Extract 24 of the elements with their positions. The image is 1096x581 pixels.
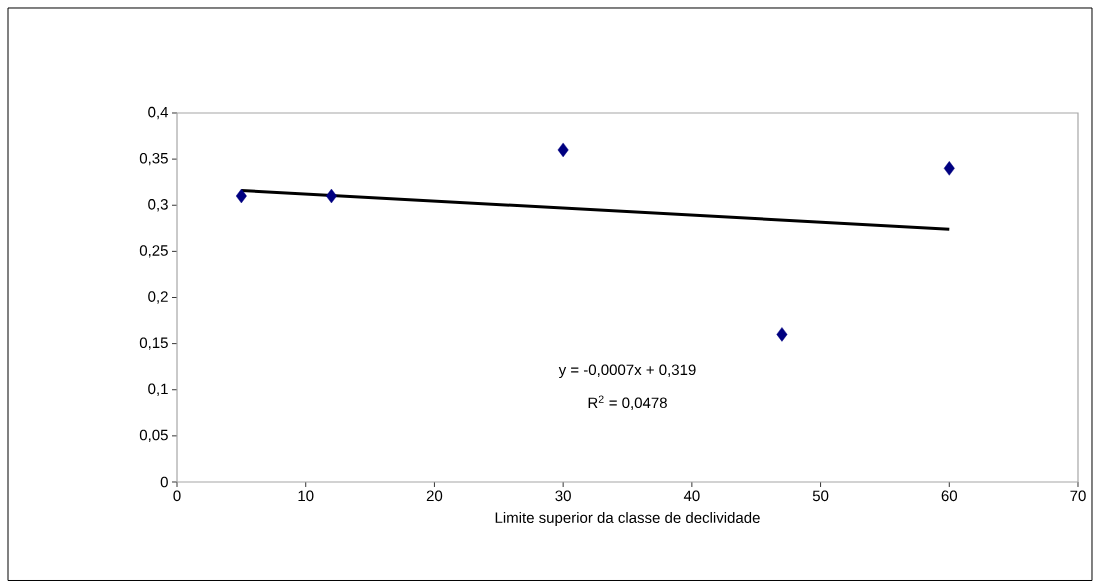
point — [557, 142, 569, 158]
y-tick-label: 0,25 — [139, 245, 168, 258]
point — [943, 161, 955, 176]
x-tick-label: 40 — [683, 490, 700, 502]
annotation: R$^{2}$ = 0,0478 — [588, 395, 667, 410]
y-tick-label: 0,4 — [148, 106, 169, 120]
y-tick-label: 0,2 — [148, 291, 168, 304]
x-tick-label: 10 — [298, 490, 314, 502]
x-axis-title: Limite superior da classe de declividade — [495, 512, 760, 526]
y-tick-label: 0,35 — [139, 152, 168, 166]
annotation: y = -0,0007x + 0,319 — [558, 364, 696, 379]
point — [776, 327, 788, 342]
x-tick-label: 20 — [426, 490, 443, 502]
x-tick-label: 70 — [1070, 490, 1086, 502]
y-tick-label: 0,3 — [148, 199, 168, 212]
y-tick-label: 0,15 — [139, 337, 168, 350]
x-tick-label: 30 — [555, 490, 571, 502]
y-tick-label: 0,05 — [139, 429, 168, 443]
y-tick-label: 0 — [160, 476, 168, 488]
point — [235, 188, 247, 204]
y-tick-label: 0,1 — [148, 383, 168, 396]
x-tick-label: 50 — [812, 490, 829, 502]
x-tick-label: 0 — [173, 490, 181, 502]
x-tick-label: 60 — [941, 490, 958, 502]
